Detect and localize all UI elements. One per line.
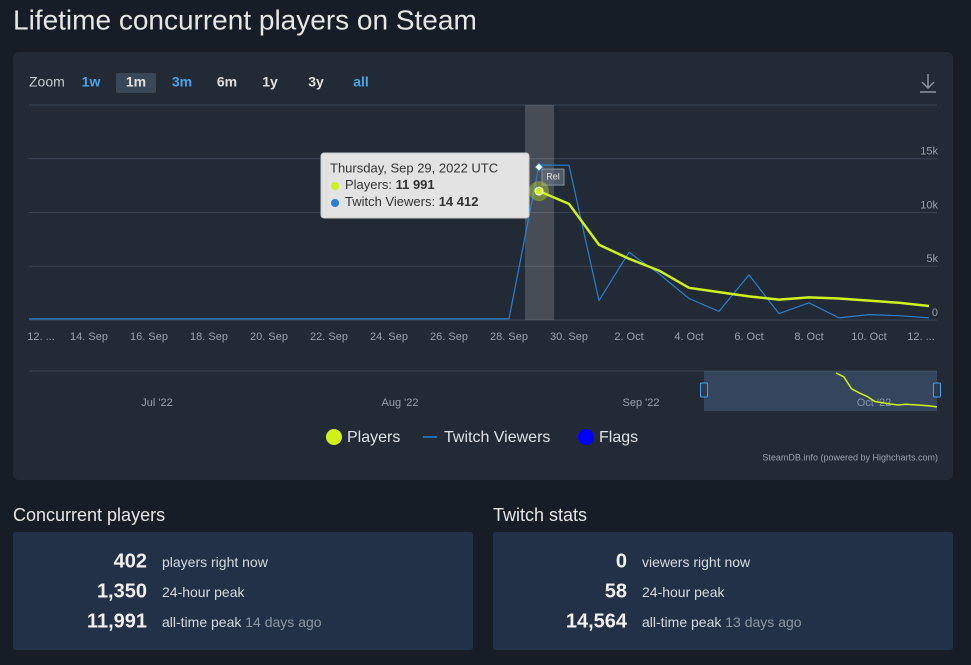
- legend-label[interactable]: Players: [347, 429, 400, 446]
- x-tick-label: 20. Sep: [250, 331, 288, 343]
- stats-box: [13, 532, 473, 650]
- zoom-button[interactable]: 1y: [262, 74, 278, 90]
- legend-label[interactable]: Twitch Viewers: [444, 429, 550, 446]
- zoom-button[interactable]: 3y: [308, 74, 324, 90]
- stat-label: viewers right now: [642, 554, 751, 570]
- players-line: [538, 189, 930, 308]
- stat-label: all-time peak 13 days ago: [642, 614, 802, 630]
- stats-heading: Twitch stats: [493, 505, 587, 525]
- x-tick-label: 30. Sep: [550, 331, 588, 343]
- stat-label: 24-hour peak: [162, 584, 246, 600]
- stat-label: all-time peak 14 days ago: [162, 614, 322, 630]
- zoom-button[interactable]: 1w: [82, 74, 101, 90]
- x-tick-label: 24. Sep: [370, 331, 408, 343]
- tooltip-value: 14 412: [439, 194, 479, 209]
- x-tick-label: 18. Sep: [190, 331, 228, 343]
- stat-note: 13 days ago: [725, 614, 801, 630]
- stat-label-text: all-time peak: [642, 614, 722, 630]
- stat-label-text: viewers right now: [642, 554, 751, 570]
- stats-box: [493, 532, 953, 650]
- x-tick-label: 14. Sep: [70, 331, 108, 343]
- stat-label-text: 24-hour peak: [642, 584, 726, 600]
- tooltip-row: Twitch Viewers: 14 412: [345, 194, 478, 209]
- tooltip-label: Twitch Viewers:: [345, 194, 435, 209]
- stat-value: 58: [605, 580, 627, 602]
- stat-value: 1,350: [97, 580, 147, 602]
- navigator-label: Aug '22: [382, 397, 419, 409]
- zoom-active-bg: [116, 73, 156, 93]
- navigator-handle[interactable]: [933, 382, 941, 398]
- hover-point: [534, 186, 544, 196]
- y-tick-label: 0: [932, 307, 938, 319]
- tooltip-value: 11 991: [396, 177, 435, 192]
- navigator-label: Jul '22: [141, 397, 172, 409]
- tooltip-row: Players: 11 991: [345, 177, 435, 192]
- y-tick-label: 15k: [920, 146, 938, 158]
- x-tick-label: 4. Oct: [674, 331, 703, 343]
- navigator-handle[interactable]: [700, 382, 708, 398]
- navigator-label: Sep '22: [623, 397, 660, 409]
- y-tick-label: 5k: [926, 253, 938, 265]
- x-tick-label: 28. Sep: [490, 331, 528, 343]
- x-tick-label: 12. ...: [27, 331, 55, 343]
- x-tick-label: 26. Sep: [430, 331, 468, 343]
- navigator-label: Oct '22: [857, 397, 892, 409]
- tooltip-label: Players:: [345, 177, 392, 192]
- stat-value: 0: [616, 550, 627, 572]
- stat-label-text: 24-hour peak: [162, 584, 246, 600]
- stat-note: 14 days ago: [245, 614, 321, 630]
- stat-label-text: all-time peak: [162, 614, 242, 630]
- x-tick-label: 10. Oct: [851, 331, 886, 343]
- flag-label: Rel: [546, 171, 560, 181]
- legend-swatch: [578, 429, 594, 445]
- tooltip-bullet: [331, 182, 339, 190]
- stats-heading: Concurrent players: [13, 505, 165, 525]
- flag-marker: [534, 162, 544, 172]
- x-tick-label: 16. Sep: [130, 331, 168, 343]
- y-tick-label: 10k: [920, 199, 938, 211]
- zoom-button[interactable]: 1m: [126, 74, 146, 90]
- page-title: Lifetime concurrent players on Steam: [13, 4, 477, 35]
- zoom-button[interactable]: all: [353, 74, 369, 90]
- x-tick-label: 22. Sep: [310, 331, 348, 343]
- zoom-button[interactable]: 6m: [217, 74, 237, 90]
- credits: SteamDB.info (powered by Highcharts.com): [762, 452, 938, 462]
- stat-label-text: players right now: [162, 554, 269, 570]
- navigator-line: [835, 372, 938, 408]
- stat-label: 24-hour peak: [642, 584, 726, 600]
- download-icon[interactable]: [920, 74, 936, 93]
- x-tick-label: 2. Oct: [614, 331, 643, 343]
- x-tick-label: 8. Oct: [794, 331, 823, 343]
- legend-swatch: [326, 429, 342, 445]
- x-tick-label: 12. ...: [907, 331, 935, 343]
- tooltip-date: Thursday, Sep 29, 2022 UTC: [330, 160, 498, 175]
- legend-label[interactable]: Flags: [599, 429, 638, 446]
- zoom-button[interactable]: 3m: [172, 74, 192, 90]
- x-tick-label: 6. Oct: [734, 331, 763, 343]
- stat-value: 402: [114, 550, 147, 572]
- zoom-label: Zoom: [29, 74, 65, 90]
- stat-value: 11,991: [87, 610, 147, 632]
- tooltip-bullet: [331, 199, 339, 207]
- flag-box: [541, 168, 565, 186]
- twitch-line: [29, 164, 930, 320]
- stat-label: players right now: [162, 554, 269, 570]
- stat-value: 14,564: [566, 610, 628, 632]
- tooltip-box: [320, 152, 530, 219]
